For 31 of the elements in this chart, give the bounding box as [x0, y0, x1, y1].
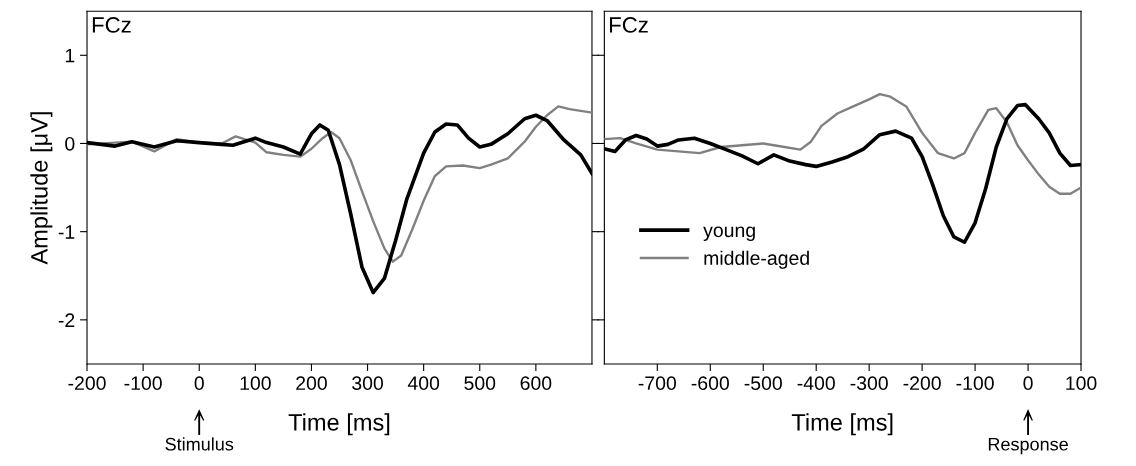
x-tick-label: 200 — [296, 376, 327, 391]
x-tick-label: -400 — [797, 376, 835, 391]
x-tick-label: -500 — [744, 376, 782, 391]
x-axis-title: Time [ms] — [791, 413, 893, 436]
x-tick-label: -100 — [124, 376, 162, 391]
text: Response — [988, 437, 1068, 455]
x-tick-label: 0 — [194, 376, 204, 391]
x-tick-label: -100 — [956, 376, 994, 391]
y-tick-label: -2 — [58, 313, 75, 327]
x-tick-label: 100 — [1066, 376, 1097, 391]
y-tick-label: -1 — [58, 225, 75, 239]
x-tick-label: 300 — [352, 376, 384, 391]
y-tick-label: 1 — [65, 48, 75, 63]
x-tick-label: -700 — [638, 376, 677, 391]
x-tick-label: -200 — [68, 376, 106, 391]
legend-label: middle-aged — [704, 250, 809, 269]
x-tick-label: -300 — [850, 376, 888, 391]
chart-title: FCz — [609, 17, 648, 33]
x-tick-label: 500 — [464, 376, 496, 391]
x-tick-label: 600 — [520, 376, 552, 391]
x-tick-label: -200 — [903, 376, 941, 391]
x-tick-label: -600 — [691, 376, 729, 391]
legend-label: young — [703, 226, 755, 241]
chart-title: FCz — [92, 17, 131, 33]
y-tick-label: 0 — [65, 136, 75, 151]
x-tick-label: 100 — [240, 376, 271, 391]
x-tick-label: 0 — [1023, 376, 1033, 391]
text: Stimulus — [165, 437, 234, 451]
x-axis-title: Time [ms] — [288, 413, 390, 436]
x-tick-label: 400 — [407, 376, 440, 391]
y-axis-title: Amplitude [μV] — [30, 112, 53, 265]
